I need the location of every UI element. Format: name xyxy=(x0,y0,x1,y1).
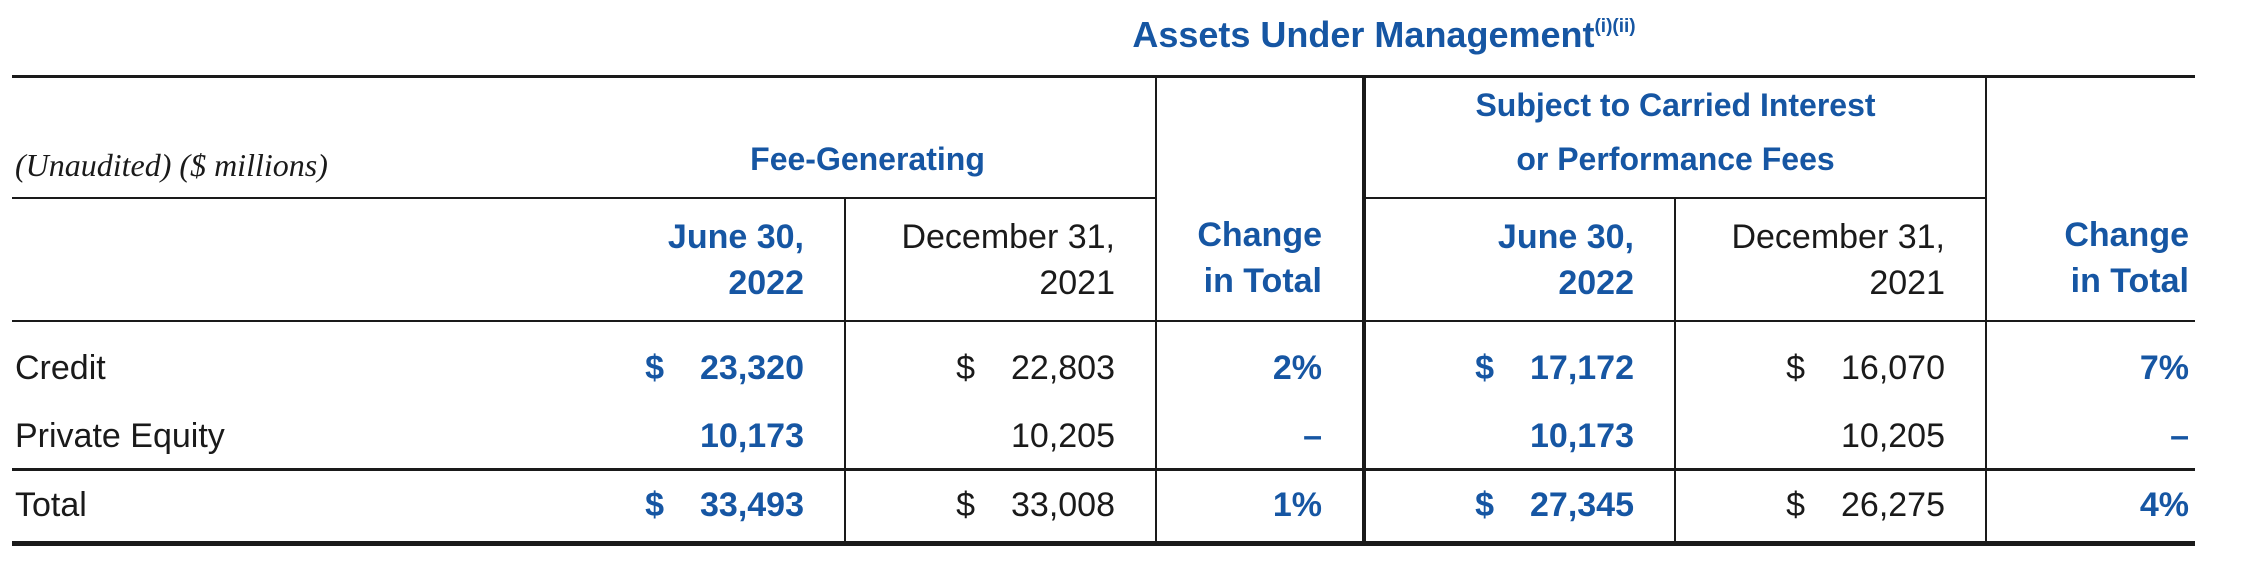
december-line2: 2021 xyxy=(1869,263,1945,302)
table-row-private-equity: Private Equity 10,173 10,205 – 10,173 10… xyxy=(12,406,2195,469)
change-line1: Change xyxy=(2064,216,2189,254)
december-line1: December 31, xyxy=(1731,217,1945,256)
unaudited-label: (Unaudited) ($ millions) xyxy=(12,76,580,199)
cell-value: 26,275 xyxy=(1841,486,1945,524)
row-label-total: Total xyxy=(12,467,580,543)
column-header-december-2021-fee-generating: December 31, 2021 xyxy=(844,198,1156,321)
cell-value: 10,205 xyxy=(1841,417,1945,456)
aum-table: (Unaudited) ($ millions) Fee-Generating … xyxy=(12,75,2195,546)
cell-value: 33,008 xyxy=(1011,486,1115,524)
pe-change-fee-generating: – xyxy=(1155,406,1364,469)
credit-carried-june-2022: $17,172 xyxy=(1362,320,1675,406)
credit-fee-generating-june-2022: $23,320 xyxy=(580,320,845,406)
row-label-credit: Credit xyxy=(12,320,580,406)
header-row-dates: June 30, 2022 December 31, 2021 June 30,… xyxy=(12,198,2195,321)
table-row-total: Total $33,493 $33,008 1% $27,345 $26,275… xyxy=(12,467,2195,543)
currency-symbol: $ xyxy=(1475,348,1494,387)
cell-value: 10,205 xyxy=(1011,417,1115,456)
pe-fee-generating-june-2022: 10,173 xyxy=(580,406,845,469)
section-header-carried-interest: Subject to Carried Interest or Performan… xyxy=(1362,76,1986,199)
credit-change-carried: 7% xyxy=(1985,320,2195,406)
total-carried-june-2022: $27,345 xyxy=(1362,467,1675,543)
page-title-text: Assets Under Management xyxy=(1132,14,1595,55)
header-row-sections: (Unaudited) ($ millions) Fee-Generating … xyxy=(12,76,2195,321)
credit-carried-december-2021: $16,070 xyxy=(1674,320,1986,406)
december-line2: 2021 xyxy=(1039,263,1115,302)
june-line2: 2022 xyxy=(728,263,804,302)
currency-symbol: $ xyxy=(956,486,975,524)
row-label-private-equity: Private Equity xyxy=(15,417,225,456)
total-carried-december-2021: $26,275 xyxy=(1674,467,1986,543)
section-header-fee-generating: Fee-Generating xyxy=(580,76,1156,199)
table-row-credit: Credit $23,320 $22,803 2% $17,172 $16,07… xyxy=(12,320,2195,406)
total-fee-generating-june-2022: $33,493 xyxy=(580,467,845,543)
june-line1: June 30, xyxy=(1497,217,1634,256)
total-fee-generating-december-2021: $33,008 xyxy=(844,467,1156,543)
change-line2: in Total xyxy=(1203,262,1322,300)
change-line2: in Total xyxy=(2070,262,2189,300)
currency-symbol: $ xyxy=(956,348,975,387)
june-line1: June 30, xyxy=(667,217,804,256)
carried-interest-line2: or Performance Fees xyxy=(1516,141,1835,177)
total-change-fee-generating: 1% xyxy=(1155,467,1364,543)
cell-value: 27,345 xyxy=(1530,486,1634,524)
pe-carried-december-2021: 10,205 xyxy=(1674,406,1986,469)
column-header-june-2022-fee-generating: June 30, 2022 xyxy=(580,198,845,321)
column-header-change-in-total-carried: Change in Total xyxy=(1985,76,2195,321)
december-line1: December 31, xyxy=(901,217,1115,256)
column-header-change-in-total-fee-generating: Change in Total xyxy=(1155,76,1364,321)
empty-corner-cell xyxy=(12,198,580,321)
pe-change-carried: – xyxy=(1985,406,2195,469)
cell-value: 16,070 xyxy=(1841,348,1945,387)
pe-fee-generating-december-2021: 10,205 xyxy=(844,406,1156,469)
currency-symbol: $ xyxy=(1786,486,1805,524)
currency-symbol: $ xyxy=(1786,348,1805,387)
total-change-carried: 4% xyxy=(1985,467,2195,543)
page-title: Assets Under Management(i)(ii) xyxy=(0,0,2268,55)
change-line1: Change xyxy=(1197,216,1322,254)
cell-value: 22,803 xyxy=(1011,348,1115,387)
cell-value: 33,493 xyxy=(700,486,804,524)
column-header-december-2021-carried: December 31, 2021 xyxy=(1674,198,1986,321)
cell-value: 10,173 xyxy=(1530,417,1634,456)
pe-carried-june-2022: 10,173 xyxy=(1362,406,1675,469)
column-header-june-2022-carried: June 30, 2022 xyxy=(1362,198,1675,321)
carried-interest-line1: Subject to Carried Interest xyxy=(1475,87,1876,123)
cell-value: 17,172 xyxy=(1530,348,1634,387)
currency-symbol: $ xyxy=(645,348,664,387)
currency-symbol: $ xyxy=(645,486,664,524)
cell-value: 23,320 xyxy=(700,348,804,387)
june-line2: 2022 xyxy=(1558,263,1634,302)
cell-value: 10,173 xyxy=(700,417,804,456)
title-footnote-superscript: (i)(ii) xyxy=(1594,16,1636,37)
credit-change-fee-generating: 2% xyxy=(1155,320,1364,406)
credit-fee-generating-december-2021: $22,803 xyxy=(844,320,1156,406)
currency-symbol: $ xyxy=(1475,486,1494,524)
